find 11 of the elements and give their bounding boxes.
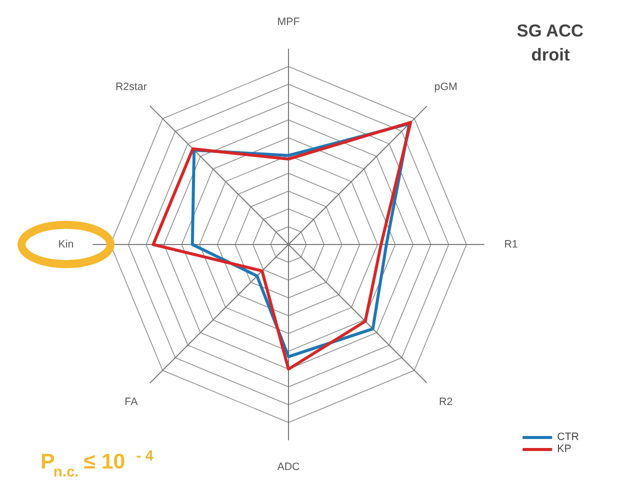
legend-label: CTR	[557, 431, 579, 443]
spoke-label: MPF	[277, 16, 300, 28]
spoke-label: Kin	[58, 238, 74, 250]
spoke-label: R2	[439, 396, 453, 408]
spoke-label: ADC	[277, 461, 300, 473]
spoke-label: R1	[504, 238, 518, 250]
legend-label: KP	[557, 443, 572, 455]
spoke-label: R2star	[115, 81, 148, 94]
spoke-label: pGM	[434, 81, 458, 94]
text: SG ACC droit	[516, 20, 584, 64]
spoke-label: FA	[124, 396, 139, 408]
